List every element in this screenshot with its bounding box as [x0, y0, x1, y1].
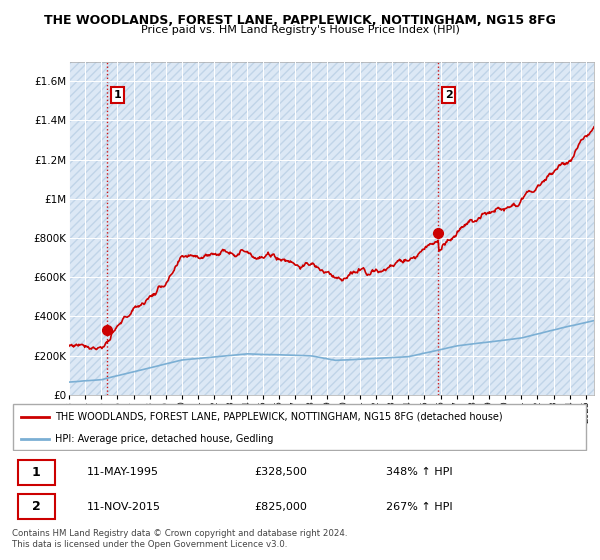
Text: 348% ↑ HPI: 348% ↑ HPI	[386, 468, 453, 477]
Text: HPI: Average price, detached house, Gedling: HPI: Average price, detached house, Gedl…	[55, 434, 274, 444]
Text: THE WOODLANDS, FOREST LANE, PAPPLEWICK, NOTTINGHAM, NG15 8FG: THE WOODLANDS, FOREST LANE, PAPPLEWICK, …	[44, 14, 556, 27]
FancyBboxPatch shape	[18, 494, 55, 519]
Text: 2: 2	[32, 500, 41, 513]
Text: 1: 1	[113, 90, 121, 100]
FancyBboxPatch shape	[13, 404, 586, 450]
FancyBboxPatch shape	[18, 460, 55, 484]
Text: THE WOODLANDS, FOREST LANE, PAPPLEWICK, NOTTINGHAM, NG15 8FG (detached house): THE WOODLANDS, FOREST LANE, PAPPLEWICK, …	[55, 412, 503, 422]
Text: Contains HM Land Registry data © Crown copyright and database right 2024.
This d: Contains HM Land Registry data © Crown c…	[12, 529, 347, 549]
Text: 11-MAY-1995: 11-MAY-1995	[87, 468, 159, 477]
Text: 11-NOV-2015: 11-NOV-2015	[87, 502, 161, 511]
Text: 267% ↑ HPI: 267% ↑ HPI	[386, 502, 453, 511]
Text: Price paid vs. HM Land Registry's House Price Index (HPI): Price paid vs. HM Land Registry's House …	[140, 25, 460, 35]
Text: £825,000: £825,000	[254, 502, 307, 511]
Text: £328,500: £328,500	[254, 468, 307, 477]
Text: 2: 2	[445, 90, 452, 100]
Bar	[69, 62, 594, 395]
Text: 1: 1	[32, 466, 41, 479]
